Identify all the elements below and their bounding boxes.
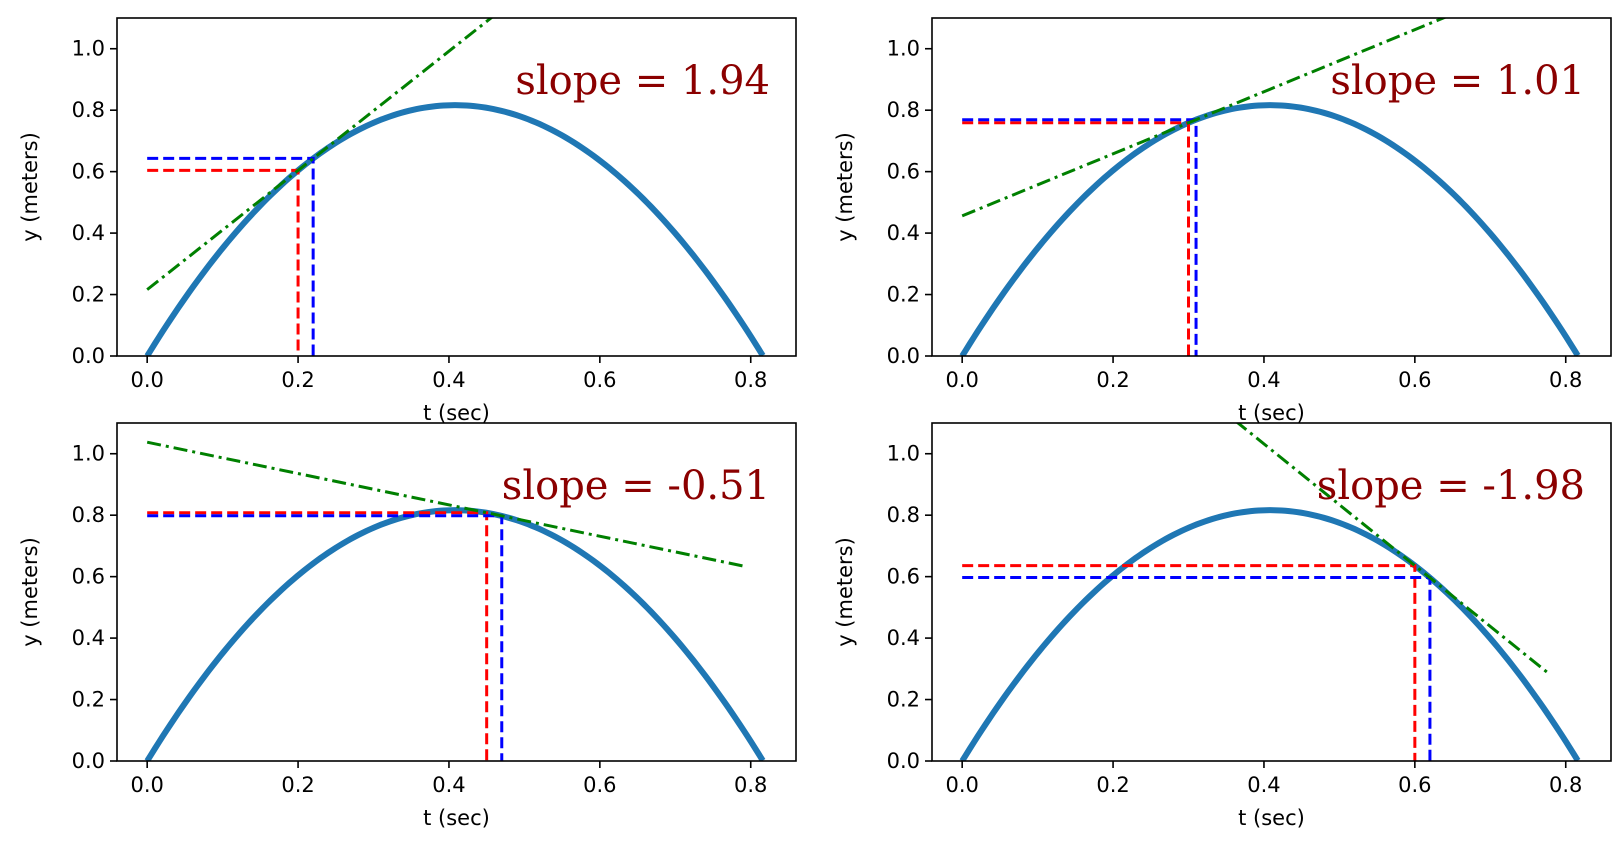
x-tick-label: 0.4	[1247, 773, 1280, 797]
axes-frame	[116, 17, 797, 357]
y-tick-label: 0.0	[887, 344, 920, 368]
x-tick-label: 0.8	[734, 773, 767, 797]
x-tick-label: 0.4	[432, 368, 465, 392]
trajectory-curve	[959, 102, 1581, 356]
slope-annotation: slope = 1.94	[515, 58, 770, 104]
point1-guide-lines	[962, 564, 1417, 761]
y-tick-label: 0.8	[887, 503, 920, 527]
plot-area	[959, 18, 1581, 356]
y-axis-label: y (meters)	[18, 132, 42, 242]
slope-annotation: slope = 1.01	[1330, 58, 1585, 104]
y-axis-label: y (meters)	[18, 537, 42, 647]
x-tick-label: 0.4	[432, 773, 465, 797]
x-tick-label: 0.6	[1398, 773, 1431, 797]
x-tick-label: 0.8	[1549, 368, 1582, 392]
x-tick-label: 0.6	[583, 773, 616, 797]
y-tick-label: 1.0	[887, 442, 920, 466]
x-tick-label: 0.0	[130, 368, 163, 392]
x-tick-label: 0.0	[130, 773, 163, 797]
x-tick-label: 0.6	[1398, 368, 1431, 392]
y-tick-label: 0.4	[72, 626, 105, 650]
tangent-line	[1235, 423, 1552, 677]
x-tick-label: 0.0	[945, 773, 978, 797]
subplot-1: slope = 1.94 0.0 0.2 0.4 0.6 0.8 0.0 0.2 0.4 0.6 0…	[18, 17, 797, 425]
x-tick-label: 0.2	[1096, 773, 1129, 797]
y-tick-label: 0.2	[887, 688, 920, 712]
tangent-line	[146, 440, 744, 568]
slope-annotation: slope = -0.51	[502, 463, 770, 509]
point1-guide-lines	[147, 168, 300, 356]
x-tick-label: 0.2	[281, 773, 314, 797]
trajectory-curve	[144, 102, 766, 356]
y-tick-label: 0.4	[72, 221, 105, 245]
axes-frame	[116, 422, 797, 762]
slope-annotation: slope = -1.98	[1317, 463, 1585, 509]
subplot-3: slope = -0.51 0.0 0.2 0.4 0.6 0.8 0.0 0.2 0.4 0.6…	[18, 422, 797, 830]
tangent-line	[961, 18, 1448, 218]
y-tick-label: 0.0	[72, 344, 105, 368]
trajectory-curve	[144, 507, 766, 761]
y-tick-label: 0.8	[72, 503, 105, 527]
x-axis-label: t (sec)	[1238, 806, 1305, 830]
x-tick-label: 0.2	[281, 368, 314, 392]
y-tick-label: 0.0	[72, 749, 105, 773]
y-tick-label: 0.6	[72, 160, 105, 184]
y-tick-label: 1.0	[887, 37, 920, 61]
x-tick-label: 0.8	[734, 368, 767, 392]
point2-guide-lines	[962, 576, 1432, 761]
x-tick-label: 0.2	[1096, 368, 1129, 392]
y-tick-label: 0.2	[887, 283, 920, 307]
y-tick-label: 0.2	[72, 283, 105, 307]
y-tick-label: 0.8	[887, 98, 920, 122]
x-tick-label: 0.6	[583, 368, 616, 392]
x-tick-label: 0.0	[945, 368, 978, 392]
x-axis-label: t (sec)	[423, 401, 490, 425]
y-tick-label: 1.0	[72, 37, 105, 61]
x-tick-label: 0.8	[1549, 773, 1582, 797]
tangent-line	[146, 18, 494, 291]
subplot-4: slope = -1.98 0.0 0.2 0.4 0.6 0.8 0.0 0.2 0.4 0.6…	[833, 422, 1612, 830]
axes-frame	[931, 422, 1612, 762]
y-tick-label: 1.0	[72, 442, 105, 466]
point2-guide-lines	[962, 118, 1198, 356]
y-tick-label: 0.4	[887, 221, 920, 245]
y-tick-label: 0.6	[72, 565, 105, 589]
y-tick-label: 0.0	[887, 749, 920, 773]
plot-area	[959, 423, 1581, 761]
point1-guide-lines	[962, 121, 1191, 356]
point2-guide-lines	[147, 156, 315, 356]
y-tick-label: 0.6	[887, 565, 920, 589]
y-tick-label: 0.8	[72, 98, 105, 122]
trajectory-curve	[959, 507, 1581, 761]
point1-guide-lines	[147, 511, 489, 761]
y-axis-label: y (meters)	[833, 537, 857, 647]
x-axis-label: t (sec)	[423, 806, 490, 830]
subplot-2: slope = 1.01 0.0 0.2 0.4 0.6 0.8 0.0 0.2 0.4 0.6 0…	[833, 17, 1612, 425]
y-tick-label: 0.6	[887, 160, 920, 184]
y-tick-label: 0.4	[887, 626, 920, 650]
axes-frame	[931, 17, 1612, 357]
x-axis-label: t (sec)	[1238, 401, 1305, 425]
plot-area	[144, 440, 766, 761]
plot-area	[144, 18, 766, 356]
y-tick-label: 0.2	[72, 688, 105, 712]
y-axis-label: y (meters)	[833, 132, 857, 242]
x-tick-label: 0.4	[1247, 368, 1280, 392]
